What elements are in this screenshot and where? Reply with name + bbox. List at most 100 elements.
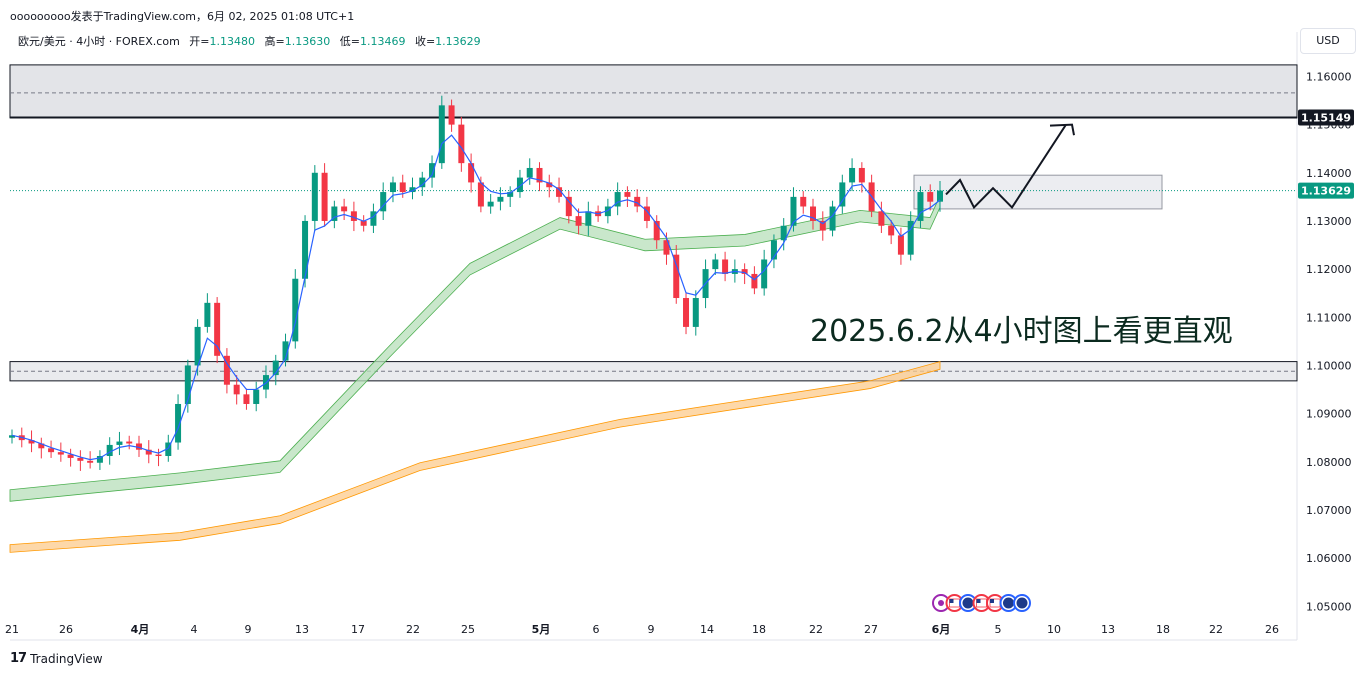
time-tick-label: 22 [809, 623, 823, 636]
tradingview-brand: TradingView [30, 651, 103, 666]
fast-moving-average [11, 134, 941, 461]
resistance-price-tag-bg [1298, 109, 1354, 126]
candle-body [389, 182, 396, 193]
consolidation-box [913, 174, 1163, 210]
eu-flag-icon[interactable] [999, 594, 1018, 612]
ma-layer [11, 134, 941, 461]
candle-body [204, 302, 211, 327]
currency-button[interactable]: USD [1300, 28, 1356, 54]
time-tick-label: 4 [191, 623, 198, 636]
candle-body [917, 192, 924, 221]
time-tick-label: 25 [461, 623, 475, 636]
candle-body [214, 302, 221, 356]
candle-body [331, 206, 338, 221]
candle-body [839, 182, 846, 207]
time-tick-label: 13 [1101, 623, 1115, 636]
candle-body [184, 365, 191, 404]
candle-body [907, 220, 914, 255]
candle-body [360, 220, 367, 226]
candle-body [653, 220, 660, 241]
time-tick-label: 18 [1156, 623, 1170, 636]
time-tick-label: 10 [1047, 623, 1061, 636]
projection-path [945, 124, 1067, 210]
time-tick-label: 6 [593, 623, 600, 636]
symbol-label[interactable]: 欧元/美元 · 4小时 · FOREX.com [18, 35, 180, 48]
price-tick-label: 1.11000 [1306, 311, 1352, 324]
eu-flag-icon[interactable] [1013, 594, 1031, 612]
tradingview-logo: 17 [10, 651, 27, 666]
time-axis: 21 26 4月 4 9 13 17 22 25 5月 6 9 14 18 22 27 6月 5 10 13 18 22 2… [5, 623, 1279, 636]
candle-body [673, 254, 680, 299]
time-tick-label: 18 [752, 623, 766, 636]
candle-body [116, 441, 123, 445]
candle-body [135, 443, 142, 450]
last-price-tag: 1.13629 [1298, 182, 1354, 199]
time-tick-label: 4月 [131, 623, 150, 636]
candle-body [829, 206, 836, 231]
low-value: 1.13469 [359, 35, 406, 48]
time-tick-label: 26 [1265, 623, 1279, 636]
candle-body [233, 384, 240, 395]
candle-body [575, 216, 582, 226]
candle-body [497, 196, 504, 202]
candle-body [272, 360, 279, 376]
zones-layer [9, 32, 1298, 641]
candle-body [57, 452, 64, 455]
time-tick-label: 13 [295, 623, 309, 636]
candle-body [194, 326, 201, 366]
low-label: 低= [339, 35, 360, 48]
tradingview-footer[interactable]: 17 TradingView [10, 651, 103, 666]
candle-body [155, 454, 162, 457]
candle-body [858, 167, 865, 183]
us-flag-canton [976, 599, 981, 603]
candle-body [849, 167, 856, 183]
candle-body [927, 192, 934, 202]
price-tick-label: 1.14000 [1306, 167, 1352, 180]
open-value: 1.13480 [209, 35, 256, 48]
drawings-layer [945, 123, 1075, 210]
candle-body [614, 192, 621, 207]
candle-body [692, 298, 699, 327]
candle-body [683, 298, 690, 327]
candle-body [810, 206, 817, 221]
candle-body [897, 235, 904, 255]
upper-zone [9, 64, 1298, 119]
candle-body [96, 456, 103, 463]
candle-body [536, 167, 543, 183]
candle-body [819, 220, 826, 231]
candle-body [888, 225, 895, 236]
chart-annotation: 2025.6.2从4小时图上看更直观 [810, 314, 1233, 349]
candle-body [77, 457, 84, 461]
us-flag-canton [949, 599, 954, 603]
candle-body [438, 105, 445, 164]
candle-body [87, 460, 94, 463]
candle-body [48, 448, 55, 453]
publisher-line: ooooooooo发表于TradingView.com，6月 02, 2025 … [10, 10, 355, 23]
eu-flag-icon[interactable] [959, 594, 977, 612]
eu-flag-field [962, 597, 974, 609]
price-tick-label: 1.08000 [1306, 456, 1352, 469]
time-tick-label: 9 [648, 623, 655, 636]
candle-body [67, 454, 74, 458]
close-value: 1.13629 [435, 35, 481, 48]
candle-body [302, 220, 309, 279]
candle-body [165, 442, 172, 457]
candle-body [175, 403, 182, 443]
candle-body [38, 443, 45, 449]
orange-ema-band [9, 361, 941, 553]
candles-layer [9, 95, 943, 471]
candle-body [712, 259, 719, 270]
eu-flag-field [1016, 597, 1028, 609]
time-tick-label: 22 [1209, 623, 1223, 636]
candle-body [282, 341, 289, 361]
price-tick-label: 1.16000 [1306, 70, 1352, 83]
candle-body [722, 259, 729, 274]
candle-body [761, 259, 768, 289]
candle-body [790, 196, 797, 226]
price-axis: 1.160001.150001.140001.130001.120001.110… [1306, 70, 1352, 613]
candle-body [448, 105, 455, 125]
open-label: 开= [189, 35, 210, 48]
candle-body [751, 273, 758, 289]
candle-body [350, 211, 357, 221]
